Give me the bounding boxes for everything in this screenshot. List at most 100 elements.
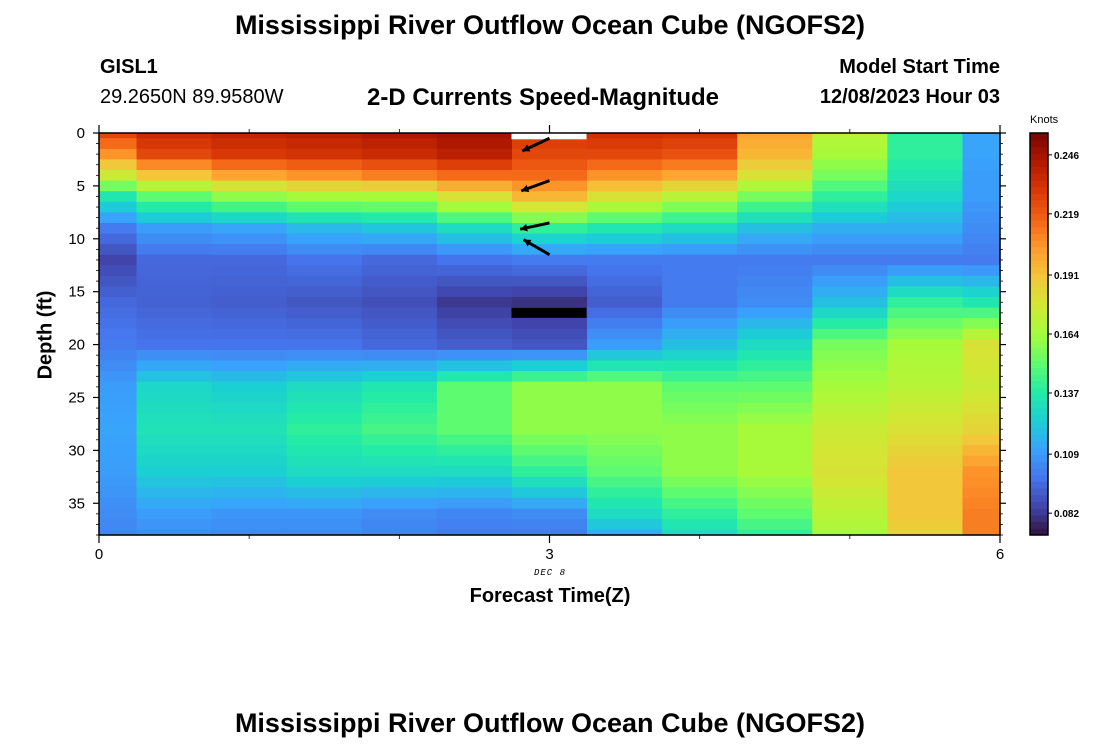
- heatmap-cell: [99, 529, 138, 536]
- heatmap-cell: [662, 360, 738, 372]
- heatmap-cell: [361, 349, 438, 362]
- y-tick-label: 35: [68, 495, 85, 512]
- x-axis-label: Forecast Time(Z): [469, 585, 631, 607]
- heatmap-cell: [136, 191, 213, 203]
- heatmap-cell: [962, 159, 1001, 171]
- heatmap-cell: [887, 423, 964, 436]
- heatmap-cell: [737, 339, 813, 351]
- heatmap-cell: [812, 455, 888, 467]
- heatmap-cell: [436, 519, 513, 531]
- colorbar-swatch: [1030, 220, 1048, 228]
- heatmap-cell: [737, 402, 813, 414]
- heatmap-cell: [436, 148, 513, 161]
- heatmap-cell: [662, 529, 738, 536]
- heatmap-cell: [812, 170, 888, 182]
- heatmap-cell: [662, 381, 738, 393]
- heatmap-cell: [662, 497, 738, 510]
- heatmap-cell: [962, 392, 1001, 404]
- heatmap-cell: [812, 307, 888, 319]
- heatmap-cell: [887, 307, 964, 319]
- heatmap-cell: [136, 413, 213, 425]
- heatmap-cell: [211, 339, 288, 351]
- heatmap-cell: [436, 328, 513, 340]
- colorbar-swatch: [1030, 233, 1048, 241]
- heatmap-cell: [737, 201, 813, 213]
- heatmap-cell: [361, 222, 438, 235]
- heatmap-cell: [737, 381, 813, 393]
- heatmap-cell: [662, 180, 738, 192]
- heatmap-cell: [962, 244, 1001, 256]
- heatmap-cell: [361, 413, 438, 425]
- heatmap-cell: [662, 296, 738, 309]
- x-tick-label: 6: [996, 546, 1004, 563]
- heatmap-cell: [361, 170, 438, 182]
- heatmap-cell: [99, 265, 138, 277]
- heatmap-cell: [286, 318, 363, 330]
- heatmap-cell: [136, 339, 213, 351]
- heatmap-cell: [211, 349, 288, 362]
- heatmap-cell: [662, 413, 738, 425]
- heatmap-cell: [662, 423, 738, 436]
- heatmap-cell: [511, 244, 588, 256]
- heatmap-cell: [436, 180, 513, 192]
- colorbar-swatch: [1030, 347, 1048, 355]
- heatmap-cell: [286, 133, 363, 139]
- heatmap-cell: [211, 423, 288, 436]
- heatmap-cell: [737, 434, 813, 446]
- heatmap-cell: [887, 508, 964, 520]
- colorbar-swatch: [1030, 468, 1048, 476]
- heatmap-cell: [587, 201, 663, 213]
- heatmap-cell: [812, 275, 888, 287]
- colorbar-swatch: [1030, 253, 1048, 261]
- heatmap-cell: [511, 212, 588, 224]
- heatmap-cell: [587, 222, 663, 235]
- colorbar-swatch: [1030, 313, 1048, 322]
- heatmap-cell: [436, 275, 513, 287]
- heatmap-cell: [211, 487, 288, 499]
- heatmap-cell: [136, 133, 213, 139]
- heatmap-cell: [962, 133, 1001, 139]
- heatmap-cell: [136, 265, 213, 277]
- heatmap-cell: [136, 381, 213, 393]
- current-vector: [519, 221, 550, 232]
- heatmap-cell: [587, 133, 663, 139]
- heatmap-cell: [99, 328, 138, 340]
- heatmap-cell: [962, 328, 1001, 340]
- heatmap-cell: [99, 508, 138, 520]
- heatmap-cell: [136, 349, 213, 362]
- colorbar-swatch: [1030, 133, 1048, 141]
- heatmap-cell: [99, 423, 138, 436]
- colorbar-swatch: [1030, 287, 1048, 295]
- heatmap-cell: [737, 222, 813, 235]
- heatmap-cell: [812, 529, 888, 536]
- heatmap-cell: [436, 191, 513, 203]
- heatmap-cell: [211, 170, 288, 182]
- heatmap-cell: [887, 265, 964, 277]
- heatmap-cell: [962, 318, 1001, 330]
- heatmap-cell: [662, 466, 738, 478]
- heatmap-cell: [361, 180, 438, 192]
- heatmap-cell: [99, 170, 138, 182]
- heatmap-cell: [887, 191, 964, 203]
- heatmap-cell: [962, 381, 1001, 393]
- heatmap-cell: [211, 392, 288, 404]
- model-start-value: 12/08/2023 Hour 03: [819, 86, 1000, 108]
- current-vector: [520, 179, 551, 193]
- heatmap-cell: [662, 254, 738, 266]
- heatmap-cell: [286, 529, 363, 536]
- heatmap-cell: [286, 328, 363, 340]
- heatmap-cell: [211, 233, 288, 245]
- heatmap-cell: [511, 455, 588, 467]
- heatmap-cell: [136, 170, 213, 182]
- heatmap-cell: [286, 423, 363, 436]
- heatmap-cell: [361, 360, 438, 372]
- heatmap-cell: [286, 349, 363, 362]
- heatmap-cell: [962, 339, 1001, 351]
- y-tick-label: 15: [68, 284, 85, 301]
- heatmap-cell: [136, 244, 213, 256]
- heatmap-cell: [136, 392, 213, 404]
- heatmap-cell: [286, 159, 363, 171]
- heatmap-cell: [136, 318, 213, 330]
- heatmap-cell: [587, 434, 663, 446]
